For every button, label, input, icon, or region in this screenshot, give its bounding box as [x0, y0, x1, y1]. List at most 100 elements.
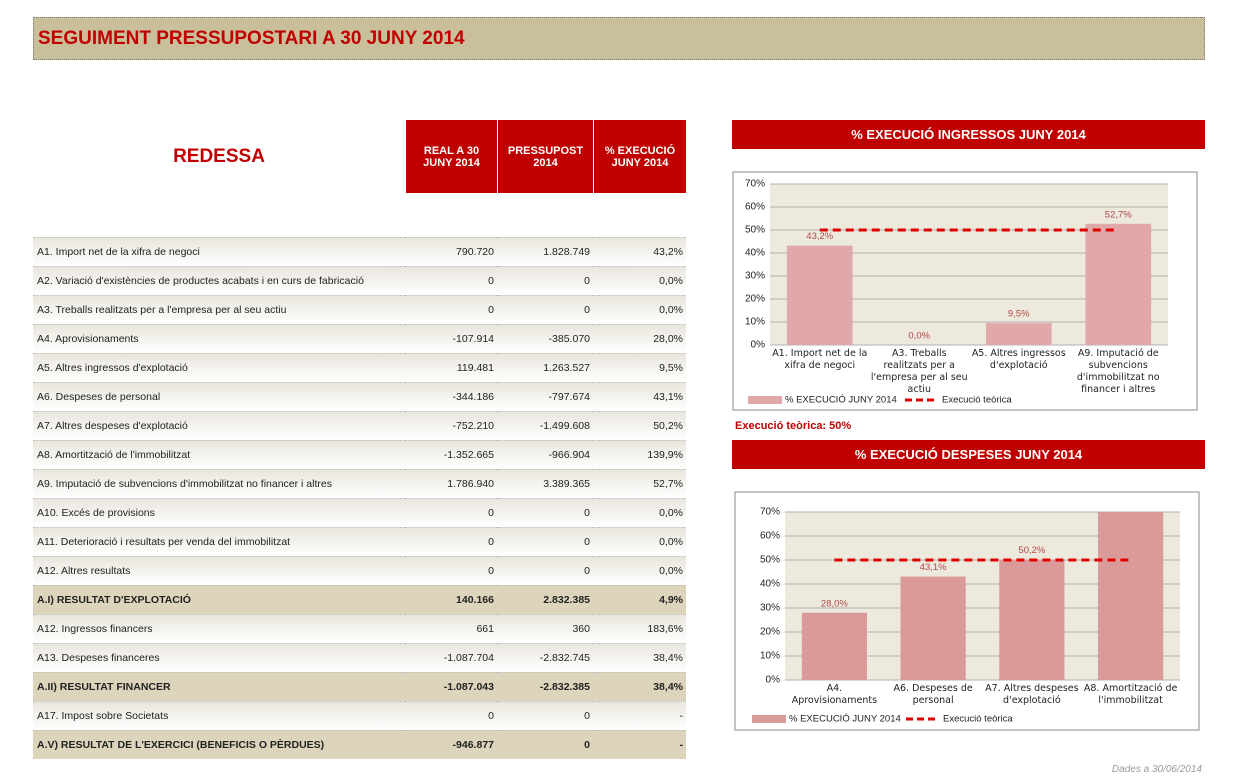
table-cell: 0,0% — [593, 266, 686, 295]
table-cell: - — [593, 701, 686, 730]
y-tick-label: 0% — [751, 340, 766, 351]
x-label-box: A1. Import net de la xifra de negoci — [772, 348, 867, 371]
table-row — [33, 411, 686, 440]
table-cell: 0 — [497, 295, 593, 324]
bar — [1098, 512, 1164, 680]
table-cell: -797.674 — [497, 382, 593, 411]
x-tick-label: A6. Despeses de personal — [893, 683, 973, 706]
chart-note: Execució teòrica: 50% — [735, 420, 851, 432]
table-cell: 0,0% — [593, 295, 686, 324]
table-cell: A12. Altres resultats — [33, 556, 405, 585]
table-cell: A1. Import net de la xifra de negoci — [33, 237, 405, 266]
table-row — [33, 237, 686, 266]
table-cell: 1.263.527 — [497, 353, 593, 382]
table-cell: A8. Amortització de l'immobilitzat — [33, 440, 405, 469]
table-row — [33, 701, 686, 730]
table-row — [33, 730, 686, 759]
table-cell: A11. Deterioració i resultats per venda … — [33, 527, 405, 556]
legend-swatch — [748, 396, 782, 404]
x-tick-label: A8. Amortització de l'immobilitzat — [1083, 683, 1178, 706]
legend-swatch — [752, 715, 786, 723]
column-header: PRESSUPOST 2014 — [497, 120, 593, 193]
table-cell: A13. Despeses financeres — [33, 643, 405, 672]
table-cell: 28,0% — [593, 324, 686, 353]
table-cell: 0 — [405, 556, 497, 585]
chart-title: % EXECUCIÓ DESPESES JUNY 2014 — [855, 447, 1083, 462]
x-label-box: A8. Amortització de l'immobilitzat — [1083, 683, 1178, 706]
table-cell: 0 — [405, 701, 497, 730]
y-tick-label: 40% — [760, 579, 780, 590]
table-cell: - — [593, 730, 686, 759]
y-tick-label: 30% — [745, 271, 765, 282]
data-label: 0,0% — [908, 331, 930, 342]
data-label: 50,2% — [1018, 545, 1045, 556]
table-cell: 43,1% — [593, 382, 686, 411]
table-cell: 1.786.940 — [405, 469, 497, 498]
table-cell: 0 — [405, 527, 497, 556]
x-label-box: A6. Despeses de personal — [893, 683, 973, 706]
x-label-box: A7. Altres despeses d'explotació — [985, 683, 1079, 706]
table-cell: 140.166 — [405, 585, 497, 614]
table-cell: 0,0% — [593, 556, 686, 585]
table-cell: A17. Impost sobre Societats — [33, 701, 405, 730]
table-cell: 360 — [497, 614, 593, 643]
bar — [999, 559, 1065, 680]
table-row — [33, 266, 686, 295]
table-cell: -966.904 — [497, 440, 593, 469]
table-row — [33, 672, 686, 701]
y-tick-label: 60% — [745, 202, 765, 213]
table-cell: A7. Altres despeses d'explotació — [33, 411, 405, 440]
y-tick-label: 0% — [766, 675, 781, 686]
table-cell: -1.499.608 — [497, 411, 593, 440]
table-cell: A.II) RESULTAT FINANCER — [33, 672, 405, 701]
table-cell: A9. Imputació de subvencions d'immobilit… — [33, 469, 405, 498]
table-cell: A5. Altres ingressos d'explotació — [33, 353, 405, 382]
table-cell: -946.877 — [405, 730, 497, 759]
table-cell: A12. Ingressos financers — [33, 614, 405, 643]
table-cell: 38,4% — [593, 643, 686, 672]
table-cell: 52,7% — [593, 469, 686, 498]
table-cell: 0 — [405, 266, 497, 295]
x-tick-label: A7. Altres despeses d'explotació — [985, 683, 1079, 706]
legend-label: Execució teòrica — [943, 714, 1013, 725]
y-tick-label: 70% — [760, 507, 780, 518]
x-tick-label: A5. Altres ingressos d'explotació — [971, 348, 1066, 371]
table-cell: 43,2% — [593, 237, 686, 266]
y-tick-label: 50% — [745, 225, 765, 236]
table-cell: A4. Aprovisionaments — [33, 324, 405, 353]
table-cell: 0 — [497, 527, 593, 556]
table-cell: A.I) RESULTAT D'EXPLOTACIÓ — [33, 585, 405, 614]
table-row — [33, 382, 686, 411]
y-tick-label: 50% — [760, 555, 780, 566]
x-tick-label: A3. Treballs realitzats per a l'empresa … — [870, 348, 968, 395]
table-cell: 9,5% — [593, 353, 686, 382]
table-cell: -2.832.385 — [497, 672, 593, 701]
table-row — [33, 295, 686, 324]
bar — [801, 612, 867, 680]
data-label: 52,7% — [1105, 209, 1132, 220]
table-row — [33, 585, 686, 614]
table-cell: 0 — [405, 295, 497, 324]
table-cell: -1.087.704 — [405, 643, 497, 672]
table-cell: 0 — [497, 701, 593, 730]
table-cell: 183,6% — [593, 614, 686, 643]
table-cell: 0 — [497, 556, 593, 585]
data-label: 28,0% — [821, 598, 848, 609]
y-tick-label: 30% — [760, 603, 780, 614]
x-label-box: A3. Treballs realitzats per a l'empresa … — [870, 348, 968, 395]
table-cell: 50,2% — [593, 411, 686, 440]
bar — [786, 245, 853, 345]
legend-label: % EXECUCIÓ JUNY 2014 — [789, 714, 901, 725]
table-cell: -385.070 — [497, 324, 593, 353]
table-cell: -344.186 — [405, 382, 497, 411]
table-cell: 119.481 — [405, 353, 497, 382]
table-row — [33, 614, 686, 643]
table-cell: 0,0% — [593, 527, 686, 556]
column-header: REAL A 30 JUNY 2014 — [405, 120, 497, 193]
table-cell: A3. Treballs realitzats per a l'empresa … — [33, 295, 405, 324]
page-title: SEGUIMENT PRESSUPOSTARI A 30 JUNY 2014 — [33, 17, 1205, 60]
table-cell: -107.914 — [405, 324, 497, 353]
table-cell: 1.828.749 — [497, 237, 593, 266]
